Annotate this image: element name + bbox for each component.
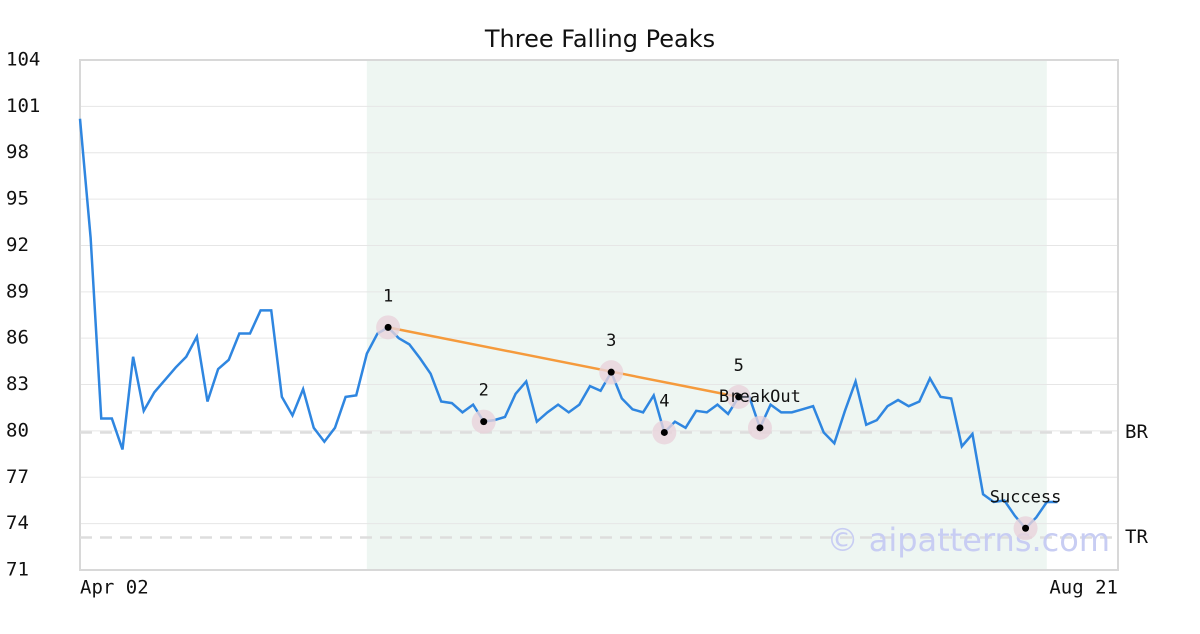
y-tick-label: 83: [6, 373, 29, 395]
point-label: 3: [606, 331, 616, 351]
chart-title: Three Falling Peaks: [484, 25, 715, 53]
level-label: BR: [1125, 421, 1148, 443]
y-tick-label: 89: [6, 280, 29, 302]
y-tick-label: 95: [6, 188, 29, 210]
plot-frame: [79, 59, 1119, 571]
point-dot: [1022, 524, 1030, 532]
point-label: 1: [383, 286, 393, 306]
point-dot: [480, 418, 488, 426]
y-tick-label: 101: [6, 95, 40, 117]
point-label: BreakOut: [719, 387, 801, 407]
point-label: 5: [734, 356, 744, 376]
point-dot: [735, 393, 743, 401]
y-tick-label: 98: [6, 141, 29, 163]
level-label: TR: [1125, 526, 1148, 548]
point-dot: [756, 424, 764, 432]
price-line: [78, 118, 1058, 531]
y-tick-label: 74: [6, 512, 29, 534]
y-tick-label: 71: [6, 559, 29, 581]
point-dot: [607, 368, 615, 376]
x-tick-label: Apr 02: [80, 577, 149, 599]
point-label: 2: [479, 381, 489, 401]
y-tick-label: 80: [6, 419, 29, 441]
trend-line: [387, 326, 739, 399]
point-label: 4: [659, 391, 669, 411]
y-tick-label: 104: [6, 49, 40, 71]
point-dot: [660, 428, 668, 436]
y-tick-label: 77: [6, 466, 29, 488]
point-label: Success: [990, 487, 1062, 507]
pattern-region: [366, 60, 1047, 570]
y-tick-label: 86: [6, 327, 29, 349]
watermark: © aipatterns.com: [827, 521, 1110, 559]
y-tick-label: 92: [6, 234, 29, 256]
x-tick-label: Aug 21: [1049, 577, 1118, 599]
point-dot: [384, 323, 392, 331]
